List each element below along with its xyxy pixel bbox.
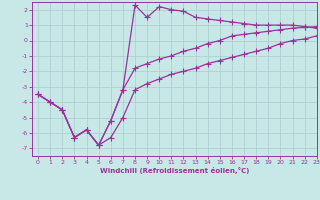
X-axis label: Windchill (Refroidissement éolien,°C): Windchill (Refroidissement éolien,°C) [100,167,249,174]
